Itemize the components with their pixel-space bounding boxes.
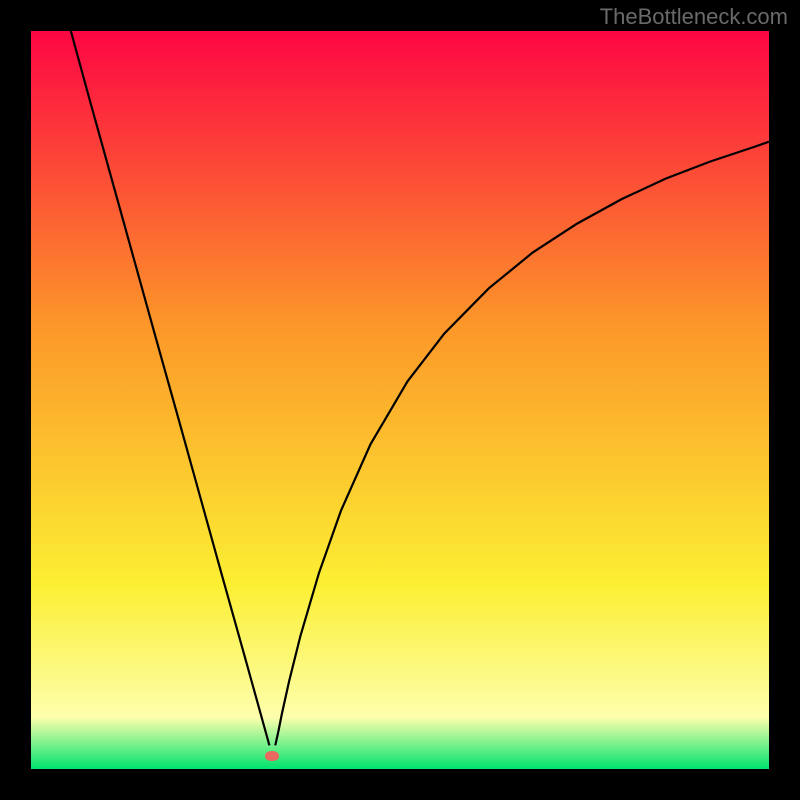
bottleneck-curve (31, 31, 769, 769)
curve-left-branch (71, 31, 270, 745)
chart-container: TheBottleneck.com (0, 0, 800, 800)
minimum-marker (265, 751, 279, 761)
curve-right-branch (275, 142, 769, 746)
watermark-text: TheBottleneck.com (600, 4, 788, 30)
plot-area (31, 31, 769, 769)
